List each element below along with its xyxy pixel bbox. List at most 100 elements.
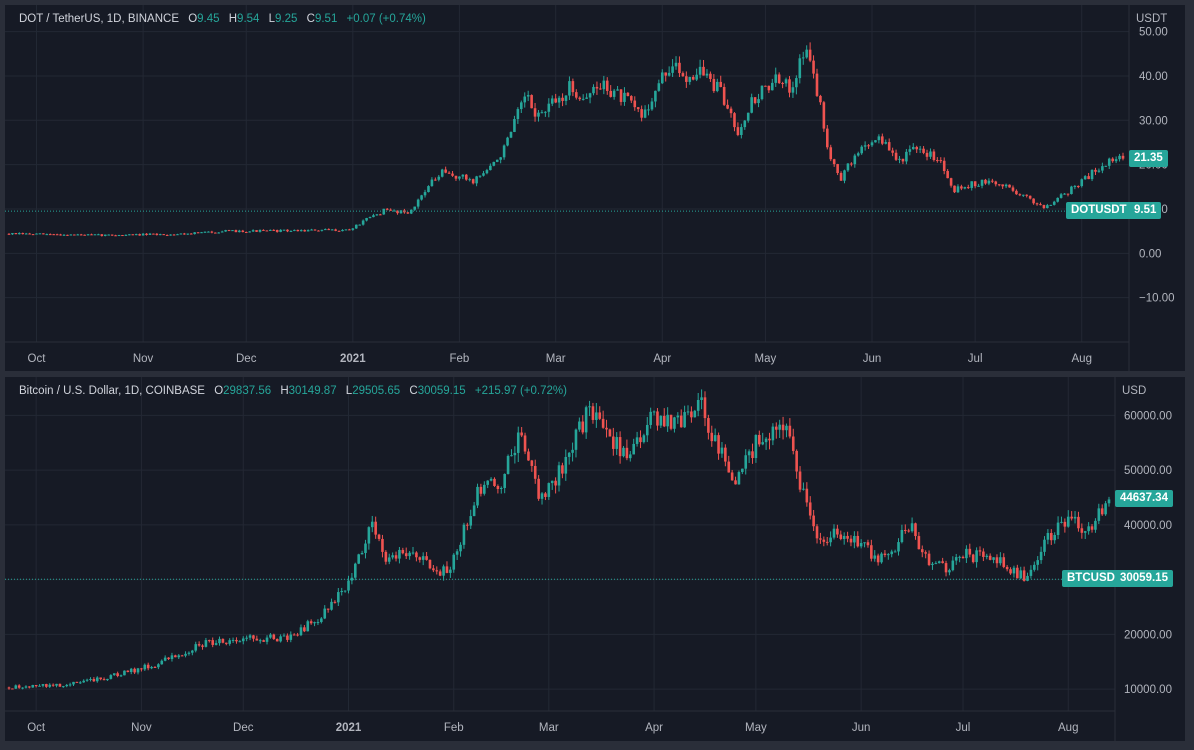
btc-candle xyxy=(374,516,377,539)
btc-candle xyxy=(808,496,812,520)
dot-candle xyxy=(715,78,719,93)
dot-candle xyxy=(884,139,888,145)
dot-candle xyxy=(788,76,791,98)
btc-candle xyxy=(357,553,360,565)
dot-candle xyxy=(103,234,107,237)
dot-time-tick-label: Mar xyxy=(546,353,566,365)
btc-candle xyxy=(499,486,503,494)
btc-candle xyxy=(795,449,798,479)
dot-candle xyxy=(695,68,698,82)
btc-candle xyxy=(381,534,384,558)
btc-candle xyxy=(180,654,184,657)
btc-candle xyxy=(1094,518,1097,533)
btc-time-tick-label: Feb xyxy=(444,722,464,734)
dot-candle xyxy=(746,112,750,123)
dot-candle xyxy=(11,232,14,235)
dot-candle xyxy=(231,229,234,232)
btc-candle xyxy=(785,423,788,438)
dot-price-tick-label: −10.00 xyxy=(1139,293,1175,305)
dot-candle xyxy=(554,93,557,104)
dot-time-tick-label: Jul xyxy=(968,353,983,365)
dot-candle xyxy=(1025,194,1029,198)
dot-candle xyxy=(664,72,668,82)
btc-candle xyxy=(313,621,316,627)
dot-candle xyxy=(1063,193,1066,195)
btc-candle xyxy=(1090,524,1094,533)
btc-candle xyxy=(771,423,775,446)
dot-candle xyxy=(392,209,396,212)
dot-candle xyxy=(138,233,141,236)
dot-candle xyxy=(303,229,306,232)
dot-candle xyxy=(1001,184,1004,190)
dot-candle xyxy=(7,233,11,235)
btc-candle xyxy=(954,553,958,565)
dot-chart-pane[interactable]: −10.000.0010.0020.0030.0040.0050.00OctNo… xyxy=(4,4,1186,372)
btc-candle xyxy=(1100,504,1104,516)
dot-candle xyxy=(905,148,908,165)
btc-candle xyxy=(832,524,836,540)
dot-high-label: H xyxy=(228,13,238,25)
btc-candle xyxy=(897,538,900,556)
dot-candle xyxy=(836,163,839,176)
dot-candle xyxy=(688,76,692,85)
dot-candle xyxy=(722,83,726,107)
dot-candle xyxy=(774,67,778,87)
dot-candle xyxy=(612,88,616,100)
dot-candle xyxy=(863,141,867,151)
dot-candle xyxy=(59,233,62,236)
dot-candle xyxy=(647,104,650,116)
btc-candle xyxy=(713,428,717,442)
btc-candle xyxy=(140,667,143,672)
btc-candle xyxy=(106,678,109,681)
dot-candle xyxy=(1004,183,1008,189)
dot-candle xyxy=(354,224,358,229)
dot-candle xyxy=(451,171,454,177)
dot-candle xyxy=(210,230,214,234)
btc-candle xyxy=(557,461,561,492)
btc-candle xyxy=(961,555,965,559)
dot-candle xyxy=(585,93,588,99)
btc-candle xyxy=(544,491,547,501)
dot-candle xyxy=(248,231,251,233)
btc-candle xyxy=(815,524,819,544)
dot-candle xyxy=(640,105,643,122)
btc-candle xyxy=(751,443,754,464)
btc-candle xyxy=(459,542,462,557)
dot-time-tick-label: Apr xyxy=(653,353,671,365)
btc-candle xyxy=(652,410,656,416)
dot-candle xyxy=(145,233,148,236)
dot-candle xyxy=(750,93,753,114)
dot-price-tick-label: 0.00 xyxy=(1139,248,1161,260)
btc-candle xyxy=(883,550,887,558)
dot-candle xyxy=(784,77,788,87)
dot-candlestick-chart[interactable]: −10.000.0010.0020.0030.0040.0050.00OctNo… xyxy=(5,5,1185,371)
btc-candle xyxy=(367,526,371,550)
btc-candle xyxy=(948,568,951,576)
dot-candle xyxy=(980,179,984,189)
btc-candle xyxy=(391,552,394,560)
dot-candle xyxy=(224,229,227,232)
btc-candlestick-chart[interactable]: 10000.0020000.0030000.0040000.0050000.00… xyxy=(5,377,1185,741)
btc-candle xyxy=(272,633,276,640)
dot-candle xyxy=(413,206,417,211)
dot-candle xyxy=(922,146,925,155)
dot-candle xyxy=(595,81,599,95)
btc-candle xyxy=(578,417,581,432)
dot-candle xyxy=(760,85,764,101)
dot-high-value: 9.54 xyxy=(237,13,260,25)
btc-candle xyxy=(540,492,544,505)
btc-chart-pane[interactable]: 10000.0020000.0030000.0040000.0050000.00… xyxy=(4,376,1186,742)
dot-candle xyxy=(396,210,399,215)
dot-candle xyxy=(62,234,66,236)
dot-candle xyxy=(660,69,664,85)
dot-candle xyxy=(217,232,221,234)
dot-candle xyxy=(626,92,630,97)
dot-candle xyxy=(853,153,857,168)
btc-candle xyxy=(238,640,242,643)
dot-close-label: C xyxy=(306,13,315,25)
btc-candle xyxy=(781,416,785,440)
dot-candle xyxy=(97,233,100,236)
dot-candle xyxy=(468,177,472,182)
btc-candle xyxy=(184,651,187,658)
btc-candle xyxy=(632,438,635,455)
